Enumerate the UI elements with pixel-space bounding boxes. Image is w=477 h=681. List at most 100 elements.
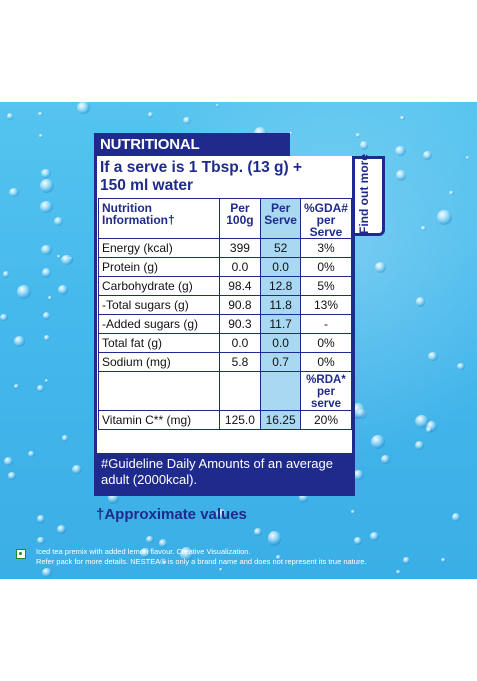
rda-header-row: %RDA* per serve [98, 371, 353, 411]
water-drop [140, 547, 151, 559]
table-row: Carbohydrate (g) 98.4 12.8 5% [98, 276, 353, 296]
water-drop [6, 112, 14, 121]
table-row: Protein (g) 0.0 0.0 0% [98, 257, 353, 277]
header-gda: %GDA# per Serve [299, 198, 353, 239]
water-drop [355, 133, 361, 138]
row-per-serve: 11.8 [260, 295, 301, 315]
guideline-line-2: adult (2000kcal). [101, 472, 198, 487]
water-drop [426, 420, 437, 432]
water-drop [350, 510, 356, 515]
row-per-serve: 0.0 [260, 257, 301, 277]
header-nutrition-info: Nutrition Information† [98, 198, 220, 239]
water-drop [77, 102, 90, 114]
water-drop [374, 262, 386, 273]
water-drop [3, 271, 10, 279]
water-drop [61, 435, 69, 442]
row-name: Energy (kcal) [98, 238, 220, 258]
nutrition-rows: Energy (kcal) 399 52 3% Protein (g) 0.0 0.0 0% C… [98, 238, 353, 372]
row-name: -Total sugars (g) [98, 295, 220, 315]
row-per-100g: 98.4 [218, 276, 262, 296]
row-per-100g: 0.0 [218, 257, 262, 277]
water-drop [219, 567, 224, 571]
water-drop [38, 111, 44, 117]
row-per-serve: 12.8 [260, 276, 301, 296]
water-drop [36, 515, 46, 524]
nutrition-table: Nutrition Information† Per 100g Per Serv… [98, 198, 353, 430]
row-name: Sodium (mg) [98, 352, 220, 372]
water-drop [267, 531, 282, 546]
row-gda: 3% [299, 238, 353, 258]
water-drop [41, 267, 52, 279]
water-drop [147, 112, 154, 118]
guideline-note: #Guideline Daily Amounts of an average a… [97, 453, 352, 493]
veg-mark-icon [16, 549, 26, 559]
row-gda: 0% [299, 333, 353, 353]
water-drop [179, 546, 194, 563]
water-drop [28, 450, 36, 457]
serve-line-1: If a serve is 1 Tbsp. (13 g) + [100, 159, 303, 176]
water-drop [352, 469, 364, 481]
row-per-serve: 0.7 [260, 352, 301, 372]
row-name: Total fat (g) [98, 333, 220, 353]
row-per-100g: 90.8 [218, 295, 262, 315]
water-drop [370, 531, 379, 542]
row-per-100g: 399 [218, 238, 262, 258]
water-drop [276, 555, 282, 561]
water-drop [416, 297, 425, 308]
water-drop [108, 492, 119, 505]
row-gda: 13% [299, 295, 353, 315]
approximate-values-note: †Approximate values [96, 506, 247, 523]
row-gda: 0% [299, 257, 353, 277]
water-drop [396, 170, 406, 181]
water-drop [40, 168, 52, 179]
water-drop [163, 561, 167, 565]
table-header-row: Nutrition Information† Per 100g Per Serv… [98, 198, 353, 239]
water-drop [56, 524, 66, 534]
water-drop [3, 457, 13, 466]
table-row: -Added sugars (g) 90.3 11.7- [98, 314, 353, 334]
water-drop [158, 539, 168, 549]
table-row: Energy (kcal) 399 52 3% [98, 238, 353, 258]
water-drop [403, 557, 410, 564]
water-drop [371, 434, 386, 450]
water-drop [43, 312, 51, 320]
vitamin-per-100g: 125.0 [218, 410, 262, 430]
water-drop [61, 254, 73, 265]
water-drop [253, 527, 263, 536]
water-drop [354, 536, 362, 546]
row-per-100g: 0.0 [218, 333, 262, 353]
water-drop [437, 209, 452, 226]
water-drop [8, 187, 20, 198]
water-drop [380, 454, 391, 464]
water-drop [146, 535, 155, 543]
row-per-serve: 52 [260, 238, 301, 258]
header-rda: %RDA* per serve [299, 371, 353, 411]
water-drop [215, 103, 219, 107]
header-per-serve: Per Serve [260, 198, 301, 239]
vitamin-rda: 20% [299, 410, 353, 430]
water-drop [289, 131, 293, 135]
water-drop [16, 284, 32, 300]
vitamin-name: Vitamin C** (mg) [98, 410, 220, 430]
serve-size-text: If a serve is 1 Tbsp. (13 g) + 150 ml wa… [100, 159, 350, 195]
water-drop [298, 491, 309, 503]
disclaimer: Iced tea premix with added lemon flavour… [36, 547, 367, 567]
water-drop [216, 508, 227, 520]
table-row: Sodium (mg) 5.8 0.7 0% [98, 352, 353, 372]
water-drop [42, 567, 53, 578]
disclaimer-line-2: Refer pack for more details. NESTEA® is … [36, 557, 367, 566]
row-gda: - [299, 314, 353, 334]
row-per-100g: 5.8 [218, 352, 262, 372]
find-out-more-tab[interactable]: Find out more [355, 154, 385, 236]
water-drop [58, 285, 68, 296]
table-row: -Total sugars (g) 90.8 11.8 13% [98, 295, 353, 315]
water-drop [36, 385, 44, 393]
water-drop [421, 226, 426, 232]
row-name: Carbohydrate (g) [98, 276, 220, 296]
water-drop [40, 200, 54, 214]
serve-line-2: 150 ml water [100, 177, 194, 194]
water-drop [13, 384, 20, 390]
water-drop [72, 465, 82, 475]
row-per-100g: 90.3 [218, 314, 262, 334]
row-gda: 0% [299, 352, 353, 372]
